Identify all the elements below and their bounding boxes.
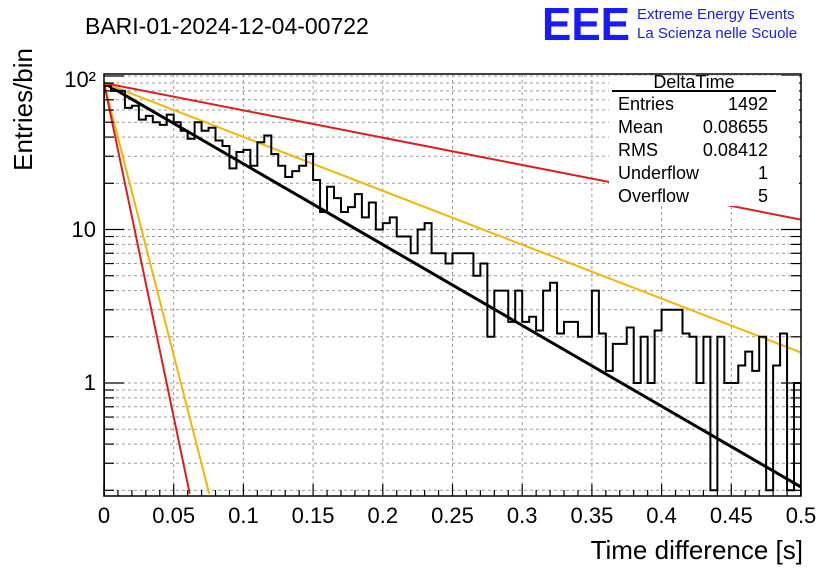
stats-value-mean: 0.08655 [703,117,768,137]
y-tick-label-100: 10² [64,67,96,92]
fit-line-fast-red [104,82,191,494]
x-tick-label: 0.05 [152,503,195,528]
y-tick-label-1: 1 [84,370,96,395]
fit-line-best-fit [104,81,801,489]
x-tick-label: 0.4 [646,503,677,528]
x-tick-labels: 0 0.05 0.1 0.15 0.2 0.25 0.3 0.35 0.4 0.45 0.5 [98,503,816,528]
stats-label-mean: Mean [618,117,663,137]
histogram-line [104,85,801,496]
stats-box: DeltaTime Entries 1492 Mean 0.08655 RMS … [609,72,799,206]
stats-label-underflow: Underflow [618,163,700,183]
x-tick-label: 0.1 [228,503,259,528]
y-tick-label-10: 10 [72,217,96,242]
x-axis-label: Time difference [s] [591,535,803,565]
logo-line-2: La Scienza nelle Scuole [637,25,797,42]
x-tick-label: 0.2 [368,503,399,528]
stats-label-rms: RMS [618,140,658,160]
stats-value-entries: 1492 [728,94,768,114]
stats-label-entries: Entries [618,94,674,114]
x-tick-label: 0.45 [710,503,753,528]
y-tick-labels: 1 10 10² [64,67,96,395]
stats-value-underflow: 1 [758,163,768,183]
logo-mark: EEE [542,0,630,50]
eee-logo: EEE Extreme Energy Events La Scienza nel… [542,0,797,50]
x-tick-label: 0.3 [507,503,538,528]
logo-line-1: Extreme Energy Events [637,6,795,23]
x-tick-label: 0.5 [786,503,817,528]
stats-value-overflow: 5 [758,186,768,206]
stats-value-rms: 0.08412 [703,140,768,160]
fit-line-fast-yellow [104,82,211,494]
x-tick-label: 0.35 [570,503,613,528]
fit-line-slow-yellow [104,82,801,354]
stats-label-overflow: Overflow [618,186,690,206]
x-tick-label: 0.25 [431,503,474,528]
grid [104,74,801,496]
chart-title: BARI-01-2024-12-04-00722 [85,13,369,39]
stats-box-title: DeltaTime [653,72,734,92]
x-tick-label: 0.15 [292,503,335,528]
x-tick-label: 0 [98,503,110,528]
stats-box-background [609,76,799,206]
y-axis-label: Entries/bin [8,48,38,171]
